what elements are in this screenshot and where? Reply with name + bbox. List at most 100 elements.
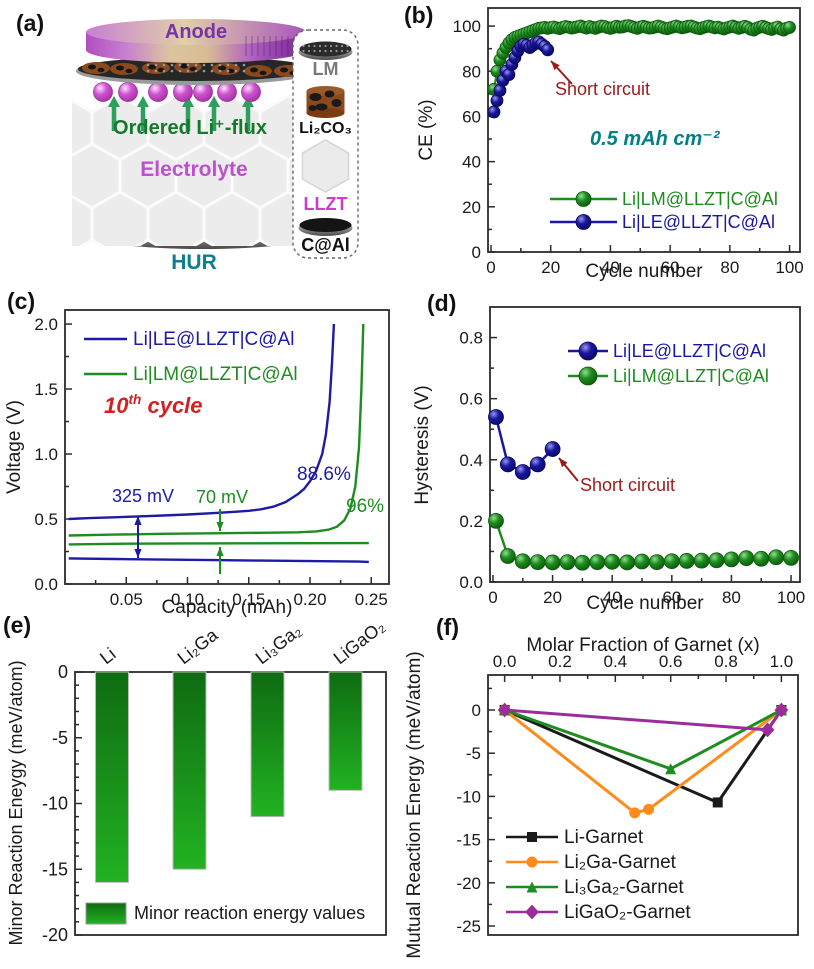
interlayer-disc bbox=[76, 57, 316, 85]
svg-text:Li₃Ga₂: Li₃Ga₂ bbox=[252, 620, 306, 668]
svg-text:20: 20 bbox=[462, 198, 481, 217]
panel-a-legend: LM Li₂CO₃ LLZT C@Al bbox=[292, 29, 359, 259]
legend: Li|LE@LLZT|C@Al Li|LM@LLZT|C@Al bbox=[84, 329, 298, 385]
svg-text:0.4: 0.4 bbox=[459, 451, 483, 470]
bars: Li Li₂Ga Li₃Ga₂ LiGaO₂ bbox=[95, 617, 389, 883]
svg-text:40: 40 bbox=[601, 258, 620, 277]
anode-disc: Anode bbox=[86, 19, 306, 63]
svg-text:Minor reaction energy values: Minor reaction energy values bbox=[134, 903, 365, 923]
panel-label-e: (e) bbox=[3, 612, 32, 638]
svg-text:60: 60 bbox=[661, 258, 680, 277]
svg-text:0.8: 0.8 bbox=[459, 329, 483, 348]
svg-text:Li: Li bbox=[96, 644, 119, 668]
svg-text:-5: -5 bbox=[466, 744, 481, 763]
svg-text:-15: -15 bbox=[456, 831, 481, 850]
svg-text:0.6: 0.6 bbox=[459, 390, 483, 409]
svg-text:Li₂Ga: Li₂Ga bbox=[174, 624, 223, 668]
annotation: Short circuit bbox=[580, 475, 675, 495]
svg-text:CE (%): CE (%) bbox=[416, 99, 437, 160]
panel-label-d: (d) bbox=[427, 290, 457, 316]
axes: 0 20 40 60 80 100 0 20 40 60 80 100 Cycle number CE (… bbox=[416, 7, 804, 282]
svg-text:0: 0 bbox=[472, 701, 481, 720]
svg-text:0.5: 0.5 bbox=[34, 510, 58, 529]
panel-d-chart: 0 20 40 60 80 100 0.0 0.2 0.4 0.6 0.8 Cycle number H… bbox=[412, 306, 805, 614]
svg-text:Li|LE@LLZT|C@Al: Li|LE@LLZT|C@Al bbox=[613, 341, 766, 361]
svg-text:1.5: 1.5 bbox=[34, 380, 58, 399]
svg-text:100: 100 bbox=[453, 17, 481, 36]
annotation: 0.5 mAh cm⁻² bbox=[590, 128, 721, 150]
svg-text:Cycle number: Cycle number bbox=[586, 593, 704, 614]
svg-text:0.05: 0.05 bbox=[110, 590, 143, 609]
svg-text:Li|LM@LLZT|C@Al: Li|LM@LLZT|C@Al bbox=[613, 366, 769, 386]
series-Li|LM@LLZT|C@Al bbox=[487, 19, 796, 96]
svg-text:88.6%: 88.6% bbox=[297, 464, 351, 485]
axes: 0 -5 -10 -15 -20 Minor Reaction Eneygy (meV/a… bbox=[6, 660, 387, 946]
svg-text:Short circuit: Short circuit bbox=[555, 79, 650, 99]
svg-text:Minor Reaction Eneygy (meV/ato: Minor Reaction Eneygy (meV/atom) bbox=[6, 660, 26, 945]
svg-text:0.10: 0.10 bbox=[171, 590, 204, 609]
annotation bbox=[550, 60, 573, 85]
li-ion-balls bbox=[93, 82, 261, 102]
panel-e-chart: 0 -5 -10 -15 -20 Minor Reaction Eneygy (meV/a… bbox=[6, 617, 389, 946]
svg-text:Anode: Anode bbox=[165, 21, 227, 43]
svg-text:0.0: 0.0 bbox=[34, 575, 58, 594]
svg-text:LLZT: LLZT bbox=[304, 194, 348, 214]
legend: Minor reaction energy values bbox=[85, 902, 365, 925]
svg-text:-20: -20 bbox=[42, 925, 68, 945]
svg-text:Li₂CO₃: Li₂CO₃ bbox=[299, 120, 352, 137]
svg-text:0.2: 0.2 bbox=[459, 512, 483, 531]
svg-text:0.6: 0.6 bbox=[659, 652, 683, 671]
svg-text:96%: 96% bbox=[346, 496, 384, 517]
svg-text:60: 60 bbox=[462, 107, 481, 126]
annotation bbox=[558, 457, 579, 482]
panel-label-a: (a) bbox=[16, 10, 45, 36]
svg-text:0.5 mAh cm⁻²: 0.5 mAh cm⁻² bbox=[590, 128, 721, 150]
panel-f-chart: 0.0 0.2 0.4 0.6 0.8 1.0 0 -5 -10 -15 -20 -25 Molar F… bbox=[404, 635, 799, 959]
annotation: 96% bbox=[346, 496, 384, 517]
svg-text:Li-Garnet: Li-Garnet bbox=[564, 827, 644, 848]
svg-text:-10: -10 bbox=[456, 787, 481, 806]
panel-a-schematic: Anode Ordered Li⁺-flux Electrolyte HUR LM Li₂… bbox=[72, 19, 359, 274]
annotation: 88.6% bbox=[297, 464, 351, 485]
annotation: 325 mV bbox=[112, 486, 174, 506]
svg-text:100: 100 bbox=[777, 588, 805, 607]
legend: Li|LM@LLZT|C@Al Li|LE@LLZT|C@Al bbox=[550, 189, 778, 232]
svg-text:0: 0 bbox=[486, 258, 495, 277]
series-LiGaO₂-Garnet bbox=[497, 702, 789, 738]
series-Li|LE@LLZT|C@Al bbox=[488, 409, 561, 480]
series-Li|LM@LLZT|C@Al bbox=[488, 512, 799, 571]
svg-text:60: 60 bbox=[662, 588, 681, 607]
axes: 0.05 0.10 0.15 0.20 0.25 0.0 0.5 1.0 1.5 2.0 Capac… bbox=[4, 309, 390, 618]
svg-text:Cycle number: Cycle number bbox=[585, 261, 703, 282]
svg-text:0.8: 0.8 bbox=[714, 652, 738, 671]
panel-label-b: (b) bbox=[404, 2, 434, 28]
svg-text:80: 80 bbox=[720, 258, 739, 277]
svg-text:70 mV: 70 mV bbox=[196, 487, 248, 507]
svg-text:-20: -20 bbox=[456, 874, 481, 893]
svg-text:2.0: 2.0 bbox=[34, 315, 58, 334]
svg-text:Li|LE@LLZT|C@Al: Li|LE@LLZT|C@Al bbox=[622, 212, 775, 232]
svg-text:0.2: 0.2 bbox=[548, 652, 572, 671]
svg-text:C@Al: C@Al bbox=[301, 235, 350, 255]
svg-text:LiGaO₂: LiGaO₂ bbox=[330, 617, 389, 668]
panel-label-c: (c) bbox=[7, 288, 36, 314]
series-aux-2 bbox=[68, 557, 369, 564]
svg-text:80: 80 bbox=[722, 588, 741, 607]
svg-text:20: 20 bbox=[541, 258, 560, 277]
svg-text:0: 0 bbox=[58, 662, 68, 682]
li-flux-arrows bbox=[108, 96, 254, 131]
svg-text:-25: -25 bbox=[456, 917, 481, 936]
svg-text:325 mV: 325 mV bbox=[112, 486, 174, 506]
electrolyte-label: Electrolyte bbox=[140, 158, 247, 181]
svg-text:0.0: 0.0 bbox=[493, 652, 517, 671]
annotation: Short circuit bbox=[555, 79, 650, 99]
svg-text:LiGaO₂-Garnet: LiGaO₂-Garnet bbox=[564, 902, 691, 923]
series-Li|LE@LLZT|C@Al bbox=[487, 35, 555, 119]
legend: Li|LE@LLZT|C@Al Li|LM@LLZT|C@Al bbox=[568, 341, 769, 386]
series-Li|LE@LLZT|C@Al bbox=[68, 323, 336, 521]
axes: 0.0 0.2 0.4 0.6 0.8 1.0 0 -5 -10 -15 -20 -25 Molar F… bbox=[404, 635, 799, 959]
svg-text:Short circuit: Short circuit bbox=[580, 475, 675, 495]
svg-text:Voltage (V): Voltage (V) bbox=[4, 400, 25, 494]
svg-text:-15: -15 bbox=[42, 859, 68, 879]
